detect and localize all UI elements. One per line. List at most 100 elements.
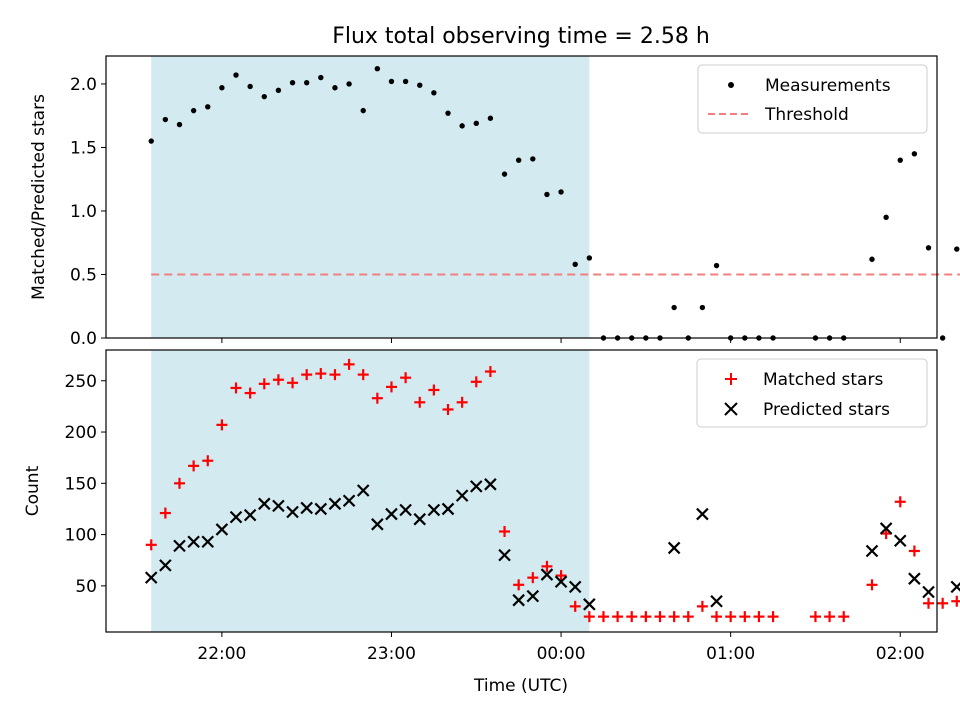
predicted-point bbox=[201, 535, 215, 549]
legend-matched: Matched stars bbox=[763, 370, 883, 390]
legend-dot-marker bbox=[728, 82, 734, 88]
predicted-point bbox=[554, 575, 568, 589]
measurement-point bbox=[402, 78, 409, 85]
predicted-point bbox=[865, 544, 879, 558]
measurement-point bbox=[318, 74, 324, 81]
matched-point bbox=[541, 560, 553, 572]
y-tick-label: 100 bbox=[65, 526, 97, 546]
matched-point bbox=[499, 526, 511, 538]
predicted-point bbox=[441, 502, 455, 516]
predicted-point bbox=[879, 522, 893, 535]
measurement-point bbox=[445, 110, 451, 116]
predicted-point bbox=[314, 502, 328, 516]
measurement-point bbox=[247, 83, 253, 90]
measurement-point bbox=[289, 79, 296, 86]
matched-point bbox=[442, 403, 454, 415]
predicted-point bbox=[356, 484, 370, 497]
predicted-point bbox=[526, 589, 540, 603]
predicted-point bbox=[215, 523, 229, 536]
ratio-panel: 0.00.51.01.52.0 Matched/Predicted stars … bbox=[29, 55, 960, 349]
predicted-point bbox=[159, 559, 172, 572]
top-y-axis-label: Matched/Predicted stars bbox=[29, 94, 49, 300]
measurement-point bbox=[148, 138, 154, 144]
matched-point bbox=[668, 611, 680, 623]
matched-point bbox=[824, 611, 836, 623]
matched-point bbox=[739, 611, 751, 623]
measurement-point bbox=[869, 256, 875, 262]
matched-point bbox=[569, 600, 581, 612]
measurement-point bbox=[275, 87, 282, 93]
matched-point bbox=[513, 579, 525, 591]
matched-point bbox=[414, 396, 426, 408]
matched-point bbox=[908, 545, 920, 557]
legend-predicted: Predicted stars bbox=[763, 400, 890, 420]
y-tick-label: 200 bbox=[65, 423, 97, 443]
x-tick-label: 01:00 bbox=[706, 644, 755, 664]
measurement-point bbox=[459, 123, 465, 129]
matched-point bbox=[866, 579, 878, 591]
matched-point bbox=[385, 381, 397, 393]
matched-point bbox=[626, 611, 638, 623]
matched-point bbox=[654, 611, 666, 623]
y-tick-label: 150 bbox=[65, 474, 97, 494]
predicted-point bbox=[455, 489, 469, 502]
bottom-legend-box bbox=[696, 358, 928, 428]
matched-point bbox=[612, 611, 624, 623]
matched-point bbox=[244, 387, 256, 399]
bottom-y-axis: 50 100 150 200 250 bbox=[65, 372, 106, 597]
measurement-point bbox=[671, 304, 677, 311]
top-x-ticks bbox=[221, 338, 901, 343]
count-panel: 50 100 150 200 250 22:00 23:00 00:00 01:00 02:00… bbox=[23, 349, 960, 696]
measurement-point bbox=[190, 107, 197, 114]
measurement-point bbox=[417, 82, 423, 88]
matched-point bbox=[696, 600, 708, 612]
measurement-point bbox=[332, 85, 338, 91]
matched-point bbox=[711, 611, 723, 623]
matched-point bbox=[725, 611, 737, 623]
legend-measurements: Measurements bbox=[765, 76, 891, 96]
measurement-point bbox=[925, 245, 932, 251]
bottom-x-axis: 22:00 23:00 00:00 01:00 02:00 bbox=[197, 632, 925, 664]
matched-point bbox=[753, 611, 765, 623]
predicted-point bbox=[512, 593, 525, 607]
predicted-point bbox=[484, 478, 497, 491]
predicted-point bbox=[540, 568, 554, 581]
y-tick-label: 50 bbox=[75, 577, 97, 597]
chart-title: Flux total observing time = 2.58 h bbox=[332, 24, 710, 49]
matched-point bbox=[767, 611, 779, 623]
top-legend: Measurements Threshold bbox=[697, 64, 928, 134]
predicted-point bbox=[427, 503, 441, 517]
matched-point bbox=[400, 372, 412, 384]
bottom-y-axis-label: Count bbox=[23, 465, 43, 516]
top-legend-box bbox=[697, 64, 928, 134]
predicted-point bbox=[950, 580, 960, 594]
x-tick-label: 23:00 bbox=[367, 644, 416, 664]
matched-point bbox=[484, 366, 496, 378]
predicted-point bbox=[568, 580, 582, 594]
predicted-point bbox=[893, 534, 907, 548]
measurement-point bbox=[233, 72, 239, 78]
predicted-point bbox=[300, 501, 313, 515]
measurement-point bbox=[360, 107, 366, 114]
predicted-point bbox=[173, 539, 186, 553]
bottom-axes-frame bbox=[105, 349, 938, 633]
predicted-point bbox=[696, 507, 709, 521]
matched-point bbox=[682, 611, 694, 623]
observing-window-top bbox=[151, 56, 590, 338]
measurement-point bbox=[897, 157, 903, 163]
measurement-point bbox=[699, 304, 706, 311]
measurement-point bbox=[572, 261, 578, 268]
matched-point bbox=[470, 376, 482, 388]
top-y-axis: 0.0 0.5 1.0 1.5 2.0 bbox=[70, 75, 106, 349]
predicted-point bbox=[187, 535, 200, 549]
matched-point bbox=[159, 507, 171, 519]
matched-points bbox=[145, 358, 960, 623]
observing-window-bottom bbox=[151, 350, 590, 632]
measurement-point bbox=[176, 121, 183, 128]
y-tick-label: 0.0 bbox=[70, 329, 97, 349]
legend-threshold: Threshold bbox=[764, 105, 849, 125]
y-tick-label: 250 bbox=[65, 372, 97, 392]
matched-point bbox=[301, 369, 313, 381]
measurement-point bbox=[303, 79, 310, 86]
